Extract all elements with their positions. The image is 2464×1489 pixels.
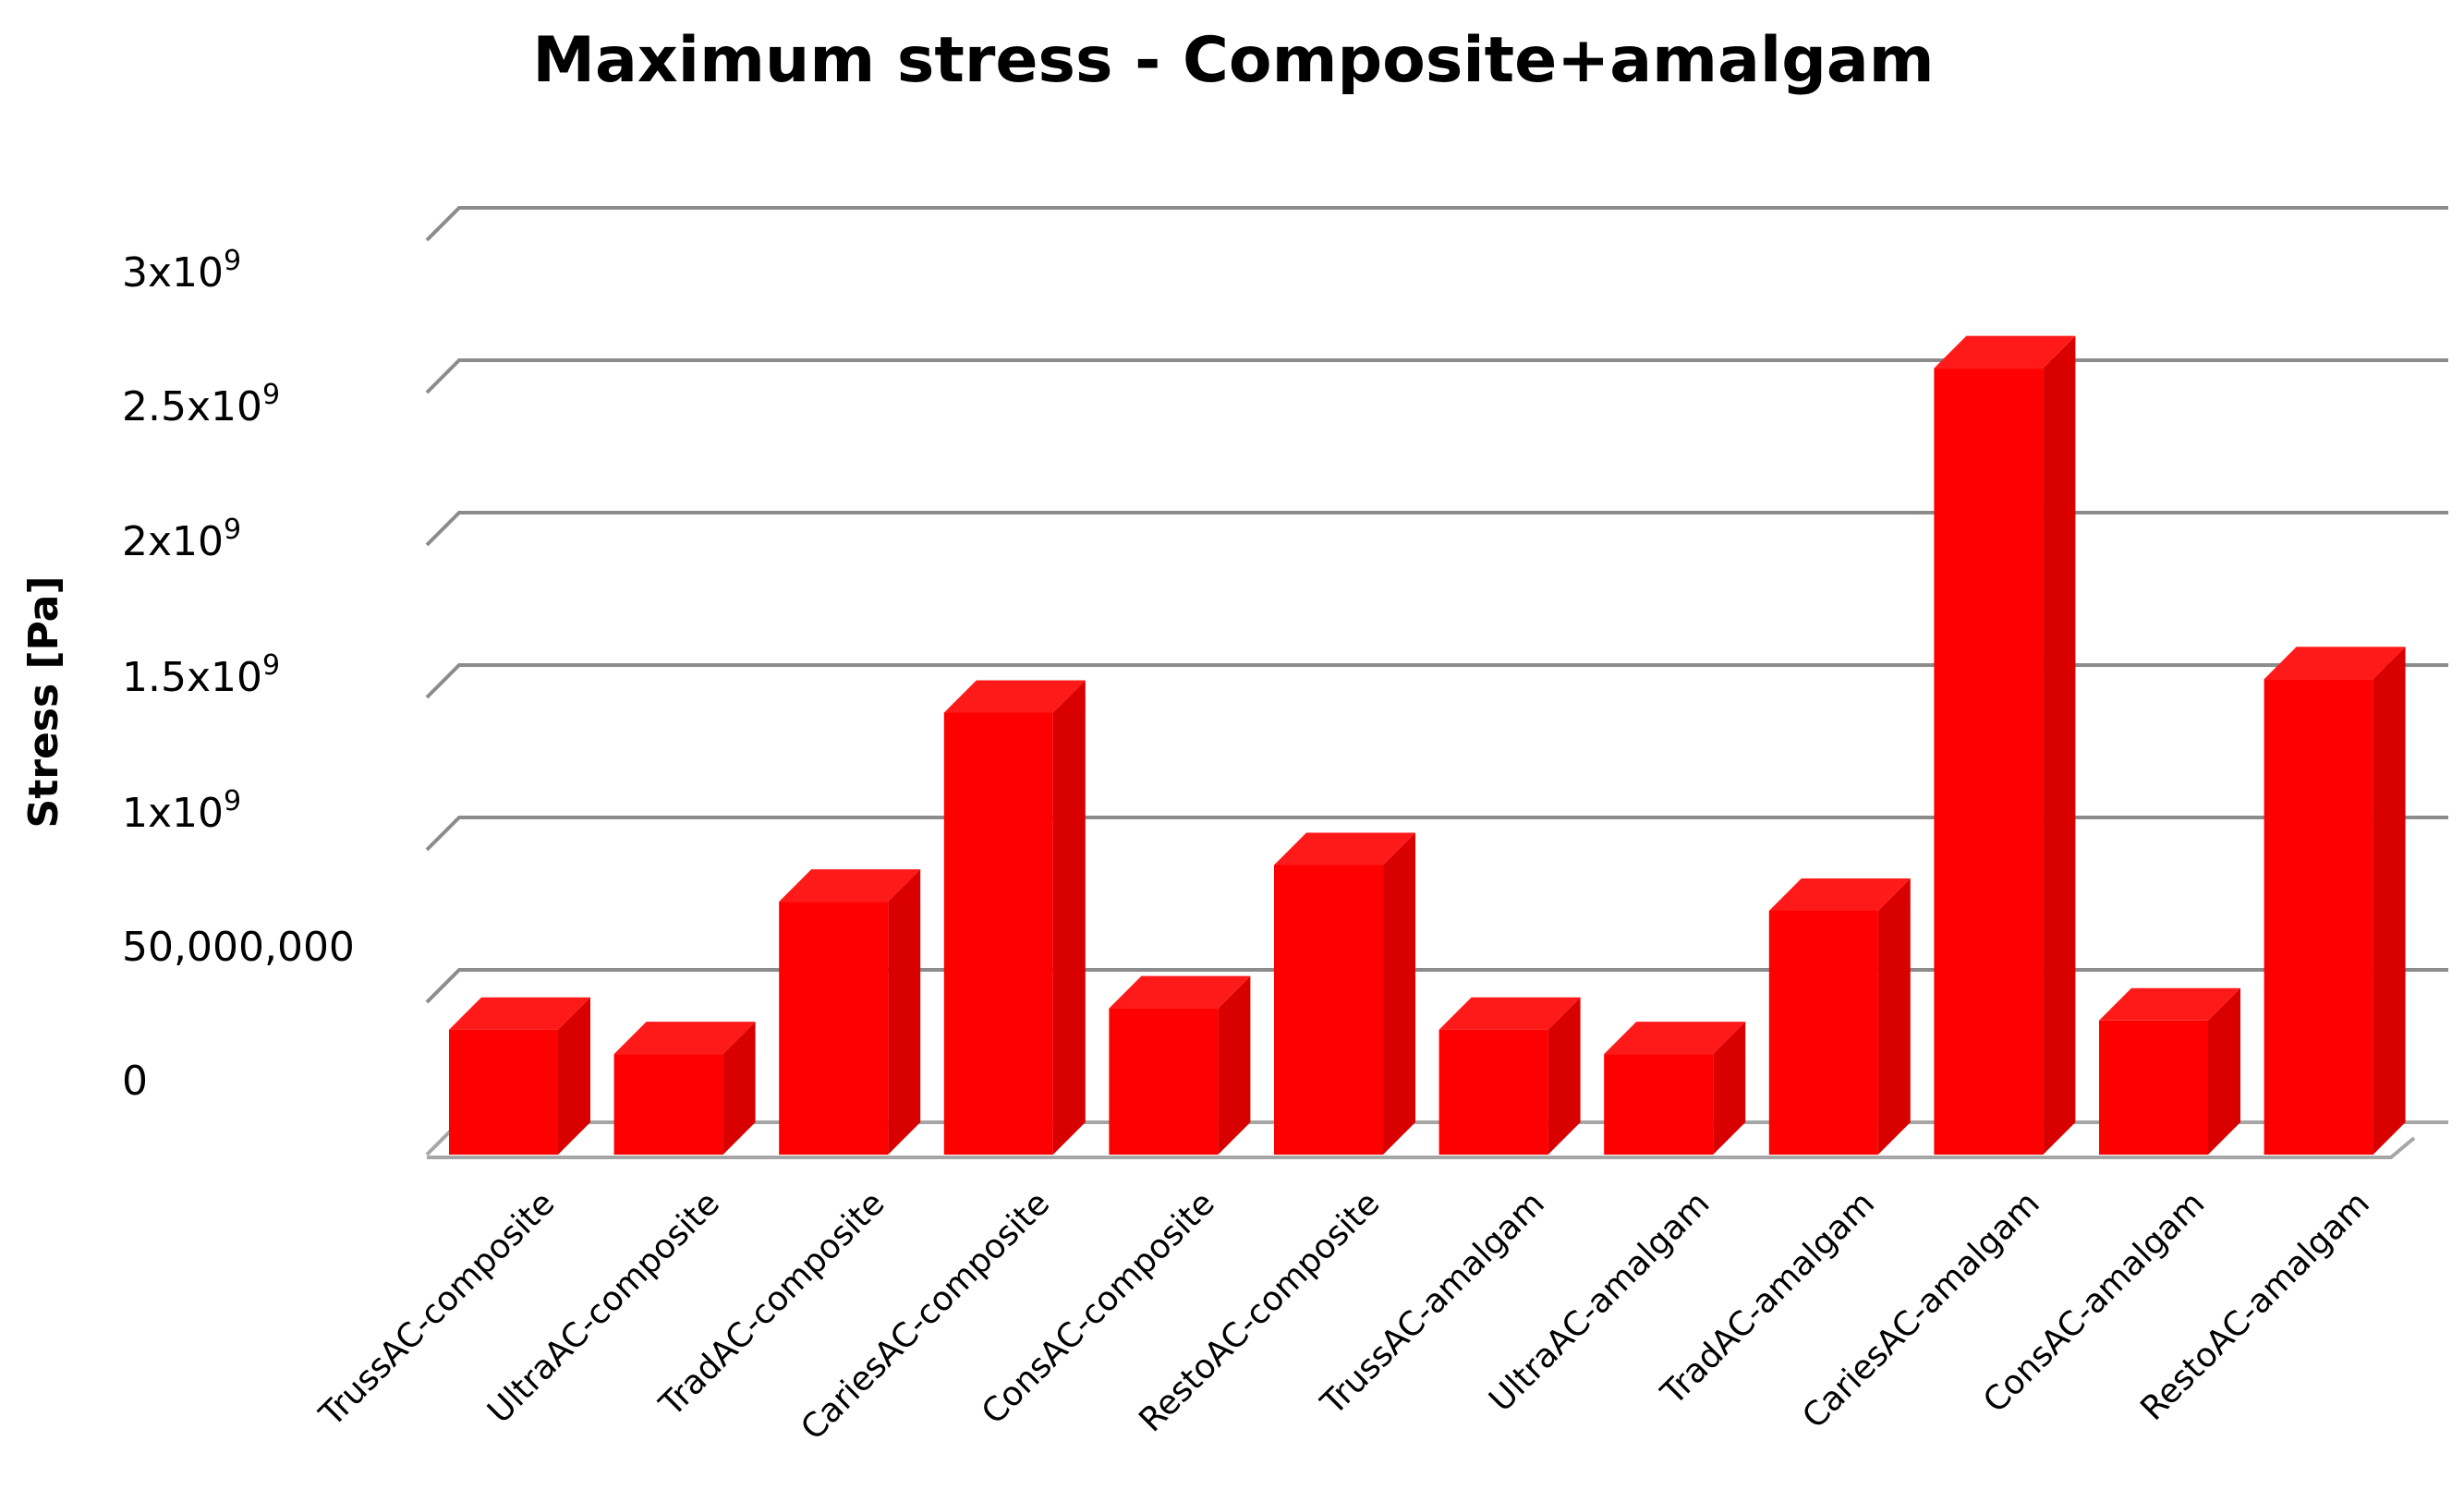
y-axis-ticks: 0 50,000,000 1x109 1.5x109 2x109 2.5x109 3x109 (122, 245, 355, 1105)
x-axis-ticks: TrussAC-compositeUltraAC-compositeTradAC… (312, 1184, 2377, 1447)
bar-front (2099, 1020, 2208, 1155)
y-tick-label: 3x109 (122, 245, 241, 297)
bar-front (613, 1054, 723, 1155)
bar-top (1934, 335, 2076, 369)
bar-side (1548, 997, 1581, 1155)
bar (2099, 987, 2240, 1155)
y-tick-label: 1x109 (122, 785, 241, 837)
y-tick-label: 2.5x109 (122, 379, 280, 430)
bar (2264, 647, 2406, 1155)
bar-top (1768, 878, 1911, 911)
bar-front (1604, 1054, 1714, 1155)
bar-top (1438, 997, 1581, 1030)
bar-side (1877, 878, 1911, 1155)
bar-top (449, 997, 590, 1030)
bar-front (2264, 679, 2373, 1155)
bar (449, 997, 590, 1155)
bar-top (943, 680, 1086, 713)
y-axis-label: Stress [Pa] (20, 576, 67, 829)
bar-top (779, 869, 921, 902)
bar (1438, 997, 1581, 1155)
bar-side (558, 997, 590, 1155)
bar-side (2043, 335, 2076, 1156)
gridlines (425, 206, 2448, 1159)
bar (779, 869, 921, 1155)
bar-side (1713, 1022, 1746, 1155)
bar-side (2208, 987, 2240, 1155)
bar-top (2264, 647, 2406, 680)
bar-front (1934, 368, 2044, 1156)
gridline (425, 511, 2448, 547)
y-tick-label: 2x109 (122, 514, 241, 565)
gridline (425, 816, 2448, 852)
y-tick-label: 0 (122, 1058, 148, 1105)
gridline (425, 358, 2448, 394)
bar-top (1109, 975, 1251, 1009)
bars (449, 335, 2406, 1156)
chart-title: Maximum stress - Composite+amalgam (532, 24, 1934, 97)
bar (1274, 832, 1415, 1155)
bar-front (1768, 911, 1878, 1155)
bar (1768, 878, 1911, 1155)
bar-front (779, 902, 889, 1155)
bar-side (2373, 647, 2406, 1155)
bar (1109, 975, 1251, 1155)
floor-edge (427, 1136, 2416, 1159)
bar (613, 1022, 756, 1155)
bar-side (1052, 680, 1086, 1155)
gridline (425, 663, 2448, 699)
bar (1604, 1022, 1746, 1155)
bar-top (1604, 1022, 1746, 1055)
bar-front (943, 712, 1053, 1155)
bar-side (722, 1022, 756, 1155)
y-tick-label: 50,000,000 (122, 924, 355, 971)
bar-side (1383, 832, 1415, 1155)
bar-top (613, 1022, 756, 1055)
bar (943, 680, 1086, 1155)
bar-side (888, 869, 921, 1155)
bar-front (449, 1029, 558, 1155)
bar-front (1438, 1029, 1548, 1155)
bar-top (2099, 987, 2240, 1021)
bar-front (1274, 865, 1383, 1155)
bar (1934, 335, 2076, 1156)
bar-front (1109, 1008, 1219, 1155)
bar-top (1274, 832, 1415, 866)
gridline (425, 206, 2448, 242)
y-tick-label: 1.5x109 (122, 649, 280, 701)
bar-side (1218, 975, 1251, 1155)
